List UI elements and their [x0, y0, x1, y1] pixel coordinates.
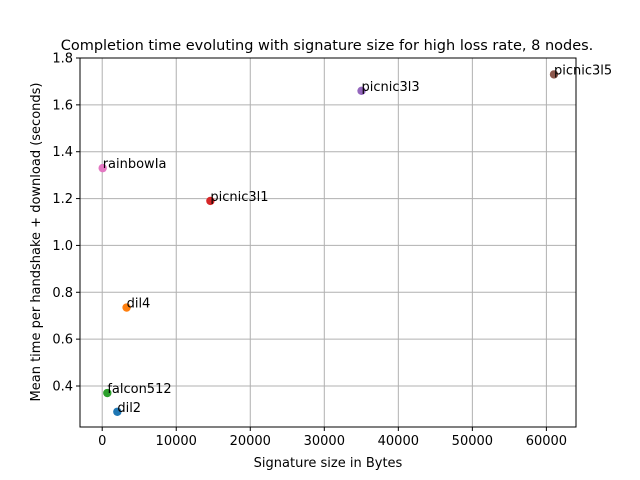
point-label-picnic3l3: picnic3l3	[362, 80, 420, 95]
y-tick-label: 1.6	[52, 98, 73, 113]
data-point-dil2	[113, 407, 122, 416]
point-labels: dil2 dil4 falcon512 picnic3l1 picnic3l3 picni…	[103, 63, 612, 415]
chart-title: Completion time evoluting with signature…	[61, 38, 594, 54]
data-point-picnic3l3	[357, 86, 366, 96]
plot-frame	[79, 57, 577, 428]
y-tick-label: 0.8	[52, 286, 73, 301]
y-axis-label: Mean time per handshake + download (seco…	[29, 83, 44, 402]
x-tick-label: 30000	[304, 434, 345, 449]
x-tick-label: 10000	[156, 434, 197, 449]
y-tick-label: 1.2	[52, 192, 73, 207]
point-label-dil4: dil4	[127, 297, 151, 312]
x-tick-label: 0	[98, 434, 106, 449]
point-label-picnic3l5: picnic3l5	[554, 63, 612, 78]
point-label-picnic3l1: picnic3l1	[210, 190, 268, 205]
data-point-picnic3l5	[549, 70, 559, 79]
data-point-picnic3l1	[206, 196, 215, 206]
x-tick-label: 40000	[378, 434, 419, 449]
point-label-rainbowIa: rainbowIa	[103, 157, 167, 172]
x-tick-label: 20000	[230, 434, 271, 449]
point-label-dil2: dil2	[117, 401, 141, 416]
point-label-falcon512: falcon512	[107, 382, 171, 397]
y-tick-label: 1.8	[52, 52, 73, 67]
data-point-falcon512	[103, 388, 112, 398]
y-tick-label: 1.0	[52, 239, 73, 254]
y-tick-label: 1.4	[52, 145, 73, 160]
x-axis-ticks: 0 10000 20000 30000 40000 50000 60000	[98, 427, 567, 449]
x-tick-label: 60000	[526, 434, 567, 449]
data-point-dil4	[122, 303, 131, 312]
y-axis-ticks: 0.4 0.6 0.8 1.0 1.2 1.4 1.6 1.8	[52, 52, 80, 395]
x-tick-label: 50000	[452, 434, 493, 449]
x-axis-label: Signature size in Bytes	[254, 456, 403, 471]
data-points	[98, 70, 559, 416]
y-tick-label: 0.6	[52, 333, 73, 348]
y-tick-label: 0.4	[52, 380, 73, 395]
data-point-rainbowIa	[98, 163, 107, 173]
grid	[80, 57, 576, 427]
